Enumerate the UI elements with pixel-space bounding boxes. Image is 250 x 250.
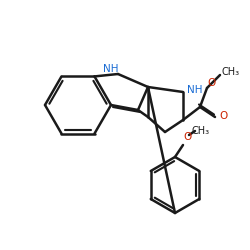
Text: CH₃: CH₃: [222, 67, 240, 77]
Text: NH: NH: [103, 64, 119, 74]
Text: O: O: [183, 132, 191, 142]
Text: O: O: [208, 78, 216, 88]
Text: O: O: [219, 111, 227, 121]
Text: NH: NH: [187, 85, 203, 95]
Text: CH₃: CH₃: [192, 126, 210, 136]
